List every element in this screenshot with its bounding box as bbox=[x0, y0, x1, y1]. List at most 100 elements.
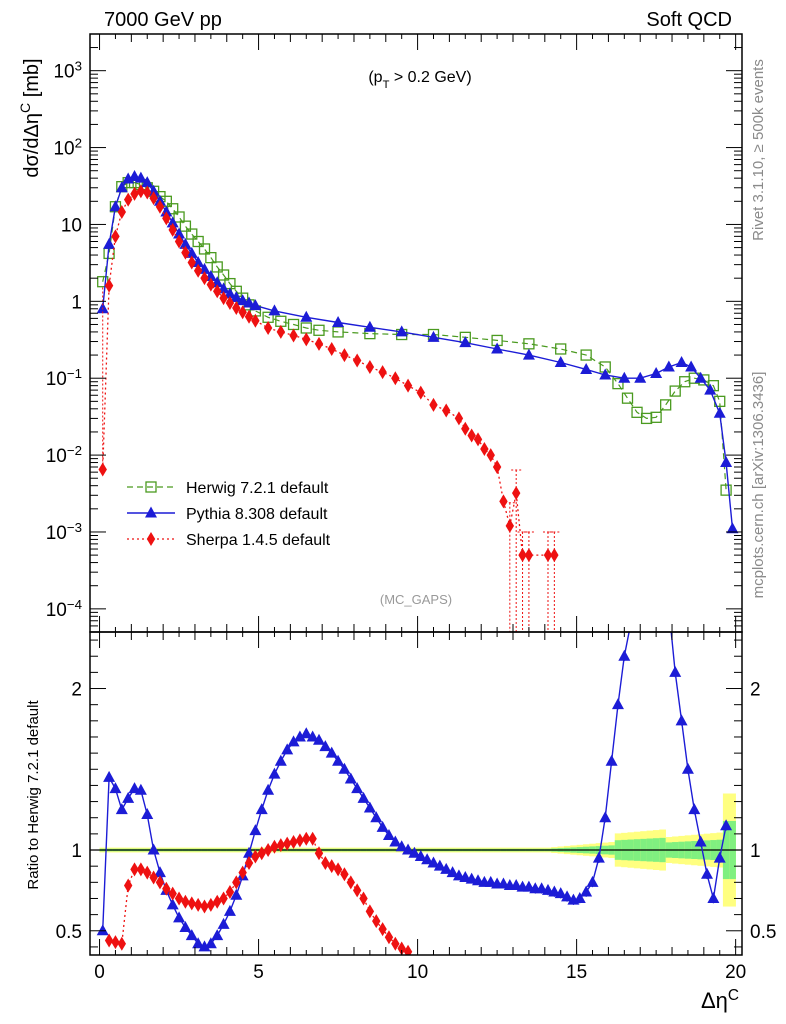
data-point-sherpa bbox=[174, 234, 184, 249]
ratio-y-tick-label-right: 1 bbox=[750, 841, 761, 862]
ratio-point-pythia bbox=[147, 843, 160, 855]
data-point-pythia bbox=[179, 237, 192, 249]
legend-label-herwig: Herwig 7.2.1 default bbox=[186, 480, 329, 497]
data-point-pythia bbox=[694, 371, 707, 383]
ratio-point-pythia bbox=[319, 740, 332, 752]
ratio-point-sherpa bbox=[111, 935, 120, 950]
ratio-point-sherpa bbox=[143, 865, 152, 880]
data-point-pythia bbox=[230, 291, 243, 303]
ratio-point-sherpa bbox=[187, 896, 196, 911]
data-point-pythia bbox=[109, 200, 122, 212]
ratio-point-pythia bbox=[618, 649, 631, 661]
data-point-pythia bbox=[726, 522, 739, 534]
ratio-point-pythia bbox=[249, 824, 262, 836]
data-point-sherpa bbox=[340, 348, 349, 363]
ratio-point-sherpa bbox=[206, 897, 216, 912]
data-point-sherpa bbox=[213, 284, 222, 299]
data-point-sherpa bbox=[416, 385, 425, 400]
data-point-herwig bbox=[555, 343, 567, 355]
ratio-point-pythia bbox=[389, 835, 402, 847]
data-point-sherpa bbox=[200, 271, 209, 286]
ratio-point-pythia bbox=[274, 754, 287, 766]
data-point-pythia bbox=[300, 310, 313, 322]
data-point-pythia bbox=[580, 362, 593, 374]
data-point-pythia bbox=[185, 246, 198, 258]
data-point-pythia bbox=[662, 360, 675, 372]
ratio-point-pythia bbox=[592, 851, 605, 863]
ratio-point-pythia bbox=[395, 840, 408, 852]
data-point-sherpa bbox=[181, 245, 190, 260]
data-point-pythia bbox=[223, 287, 236, 299]
data-point-herwig bbox=[217, 269, 230, 281]
legend-marker-pythia bbox=[145, 506, 157, 518]
data-point-pythia bbox=[103, 237, 116, 249]
data-point-pythia bbox=[685, 360, 698, 372]
x-tick-label: 10 bbox=[407, 962, 428, 983]
ratio-panel-plot bbox=[96, 632, 733, 955]
ratio-series-sherpa bbox=[104, 831, 413, 955]
ratio-point-sherpa bbox=[346, 875, 355, 890]
ratio-point-pythia bbox=[115, 803, 128, 815]
data-point-sherpa bbox=[130, 186, 139, 201]
data-point-pythia bbox=[713, 406, 726, 418]
ratio-point-pythia bbox=[357, 791, 370, 803]
data-point-pythia bbox=[720, 456, 733, 468]
ratio-point-pythia bbox=[192, 937, 205, 949]
data-point-pythia bbox=[459, 336, 472, 348]
ratio-point-sherpa bbox=[225, 885, 235, 900]
ratio-point-sherpa bbox=[314, 846, 324, 861]
data-point-sherpa bbox=[104, 278, 114, 293]
data-point-sherpa bbox=[302, 332, 311, 347]
data-point-sherpa bbox=[461, 421, 470, 436]
data-point-sherpa bbox=[162, 211, 171, 226]
data-point-sherpa bbox=[492, 460, 502, 475]
ratio-point-pythia bbox=[134, 783, 147, 795]
ratio-point-pythia bbox=[166, 898, 179, 910]
ratio-point-pythia bbox=[223, 904, 236, 916]
legend-label-sherpa: Sherpa 1.4.5 default bbox=[186, 532, 331, 549]
ratio-point-pythia bbox=[281, 743, 294, 755]
data-point-sherpa bbox=[543, 548, 553, 563]
data-point-sherpa bbox=[391, 371, 400, 386]
top-y-axis-label: dσ/dΔηC [mb] bbox=[17, 58, 43, 177]
ratio-point-sherpa bbox=[340, 867, 349, 882]
ratio-point-sherpa bbox=[302, 831, 311, 846]
ratio-point-sherpa bbox=[282, 836, 292, 851]
ratio-y-tick-label: 2 bbox=[71, 680, 82, 701]
ratio-point-pythia bbox=[185, 929, 198, 941]
ratio-point-sherpa bbox=[162, 881, 171, 896]
ratio-point-sherpa bbox=[257, 846, 266, 861]
data-point-sherpa bbox=[378, 365, 387, 380]
ratio-point-sherpa bbox=[391, 936, 400, 951]
ratio-point-sherpa bbox=[397, 941, 406, 955]
y-tick-label: 103 bbox=[53, 58, 82, 83]
data-point-sherpa bbox=[98, 462, 107, 477]
data-point-herwig bbox=[198, 243, 211, 255]
data-point-sherpa bbox=[314, 336, 324, 351]
data-point-sherpa bbox=[219, 291, 228, 306]
ratio-point-pythia bbox=[103, 770, 116, 782]
ratio-point-sherpa bbox=[123, 878, 133, 893]
ratio-point-pythia bbox=[338, 762, 351, 774]
data-point-herwig bbox=[211, 261, 223, 273]
ratio-point-pythia bbox=[325, 746, 338, 758]
ratio-point-pythia bbox=[688, 803, 701, 815]
ratio-point-pythia bbox=[312, 733, 325, 745]
data-point-pythia bbox=[363, 320, 376, 332]
data-point-sherpa bbox=[403, 378, 413, 393]
ratio-point-pythia bbox=[599, 811, 612, 823]
data-point-sherpa bbox=[429, 397, 438, 412]
ratio-point-pythia bbox=[573, 891, 586, 903]
analysis-watermark: (MC_GAPS) bbox=[380, 592, 452, 607]
header-left: 7000 GeV pp bbox=[104, 9, 222, 31]
data-point-herwig bbox=[192, 235, 204, 248]
data-point-sherpa bbox=[518, 548, 527, 563]
data-point-pythia bbox=[599, 368, 612, 380]
ratio-panel-frame bbox=[89, 631, 743, 956]
legend-label-pythia: Pythia 8.308 default bbox=[186, 506, 328, 523]
ratio-point-sherpa bbox=[384, 930, 394, 945]
data-point-pythia bbox=[675, 356, 688, 368]
mcplots-label: mcplots.cern.ch [arXiv:1306.3436] bbox=[750, 372, 767, 599]
ratio-point-pythia bbox=[332, 754, 345, 766]
data-point-herwig bbox=[720, 484, 732, 496]
